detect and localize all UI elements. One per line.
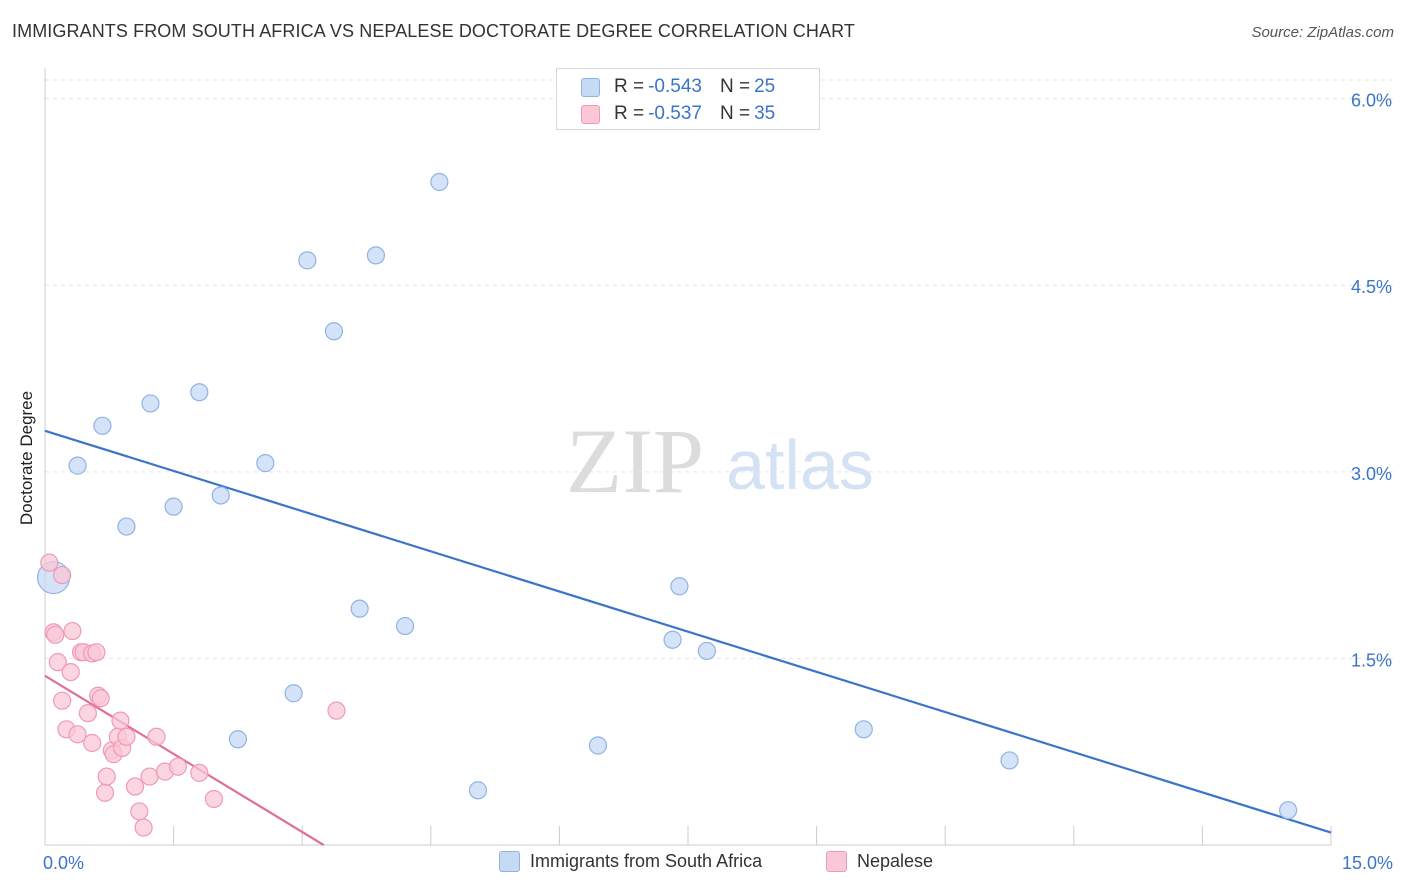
- point-nepalese: [40, 553, 59, 572]
- point-south-africa: [228, 730, 247, 749]
- correlation-legend: R = -0.543 N = 25 R = -0.537 N = 35: [556, 68, 820, 130]
- point-nepalese: [97, 767, 116, 786]
- point-south-africa: [284, 684, 303, 703]
- point-nepalese: [63, 621, 82, 641]
- point-south-africa: [211, 486, 230, 505]
- point-south-africa: [468, 781, 488, 800]
- point-south-africa: [324, 322, 344, 341]
- y-tick-label: 3.0%: [1351, 464, 1392, 484]
- tick-labels: 1.5% 3.0% 4.5% 6.0% 0.0% 15.0%: [43, 91, 1393, 873]
- point-nepalese: [95, 783, 115, 802]
- point-south-africa: [141, 394, 160, 413]
- point-nepalese: [130, 802, 149, 821]
- legend-label-nepalese: Nepalese: [857, 851, 934, 871]
- point-south-africa: [588, 736, 608, 755]
- y-axis-label: Doctorate Degree: [17, 390, 36, 526]
- point-south-africa: [350, 599, 369, 618]
- point-nepalese: [87, 643, 106, 662]
- point-nepalese: [147, 727, 166, 746]
- legend-swatch-nepalese: [581, 104, 600, 124]
- point-south-africa: [670, 577, 689, 596]
- point-south-africa: [430, 172, 449, 192]
- grid-lines: [45, 79, 1393, 659]
- legend-n-value: 35: [754, 103, 776, 124]
- point-nepalese: [190, 763, 209, 782]
- point-south-africa: [190, 383, 209, 402]
- y-tick-label: 1.5%: [1351, 650, 1392, 670]
- point-nepalese: [125, 777, 145, 796]
- point-south-africa: [854, 720, 873, 739]
- point-south-africa: [93, 416, 112, 435]
- series-legend: Immigrants from South Africa Nepalese: [0, 851, 1406, 877]
- point-south-africa: [298, 251, 317, 270]
- legend-row-nepalese: R = -0.537 N = 35: [581, 102, 775, 126]
- legend-swatch-south-africa: [499, 851, 520, 872]
- legend-item-nepalese[interactable]: Nepalese: [826, 851, 933, 872]
- point-nepalese: [68, 725, 87, 744]
- point-nepalese: [140, 767, 159, 786]
- point-south-africa: [164, 497, 183, 516]
- legend-row-south-africa: R = -0.543 N = 25: [581, 75, 775, 99]
- x-tick-label: 0.0%: [43, 853, 84, 873]
- point-south-africa: [395, 616, 415, 636]
- legend-r-value: -0.537: [648, 103, 702, 124]
- point-south-africa: [256, 454, 275, 473]
- point-south-africa: [68, 456, 87, 475]
- axes: [44, 68, 1332, 846]
- legend-n-label: N =: [719, 103, 751, 124]
- legend-r-label: R =: [614, 103, 645, 124]
- legend-label-south-africa: Immigrants from South Africa: [530, 851, 763, 871]
- legend-n-value: 25: [754, 76, 776, 97]
- source-label: Source: ZipAtlas.com: [1251, 24, 1394, 41]
- point-nepalese: [53, 565, 72, 585]
- legend-r-label: R =: [614, 76, 645, 97]
- point-nepalese: [204, 789, 223, 809]
- point-south-africa: [1000, 751, 1019, 770]
- point-south-africa: [697, 641, 716, 661]
- watermark-zip: ZIP: [566, 410, 704, 512]
- legend-item-south-africa[interactable]: Immigrants from South Africa: [499, 851, 762, 872]
- data-points: [36, 172, 1298, 837]
- point-nepalese: [53, 691, 72, 710]
- watermark-atlas: atlas: [726, 426, 874, 504]
- point-nepalese: [78, 704, 97, 723]
- y-tick-label: 4.5%: [1351, 277, 1392, 297]
- point-nepalese: [111, 711, 130, 730]
- legend-r-value: -0.543: [648, 76, 702, 97]
- trend-line-south-africa: [44, 429, 1332, 834]
- point-nepalese: [61, 662, 80, 682]
- y-tick-label: 6.0%: [1351, 91, 1392, 111]
- point-nepalese: [134, 818, 153, 837]
- chart-title: IMMIGRANTS FROM SOUTH AFRICA VS NEPALESE…: [12, 21, 855, 41]
- point-nepalese: [83, 733, 102, 753]
- legend-swatch-nepalese: [826, 851, 847, 872]
- point-south-africa: [366, 246, 386, 265]
- legend-swatch-south-africa: [581, 77, 600, 97]
- point-nepalese: [91, 689, 110, 708]
- point-nepalese: [327, 701, 346, 720]
- point-nepalese: [48, 653, 67, 672]
- point-south-africa: [663, 630, 682, 649]
- x-tick-label: 15.0%: [1342, 853, 1393, 873]
- watermark: ZIP atlas: [566, 410, 874, 512]
- point-nepalese: [46, 625, 65, 644]
- legend-n-label: N =: [719, 76, 751, 97]
- point-south-africa: [1279, 801, 1298, 820]
- point-south-africa: [117, 517, 136, 536]
- point-nepalese: [117, 727, 136, 746]
- point-nepalese: [168, 757, 187, 776]
